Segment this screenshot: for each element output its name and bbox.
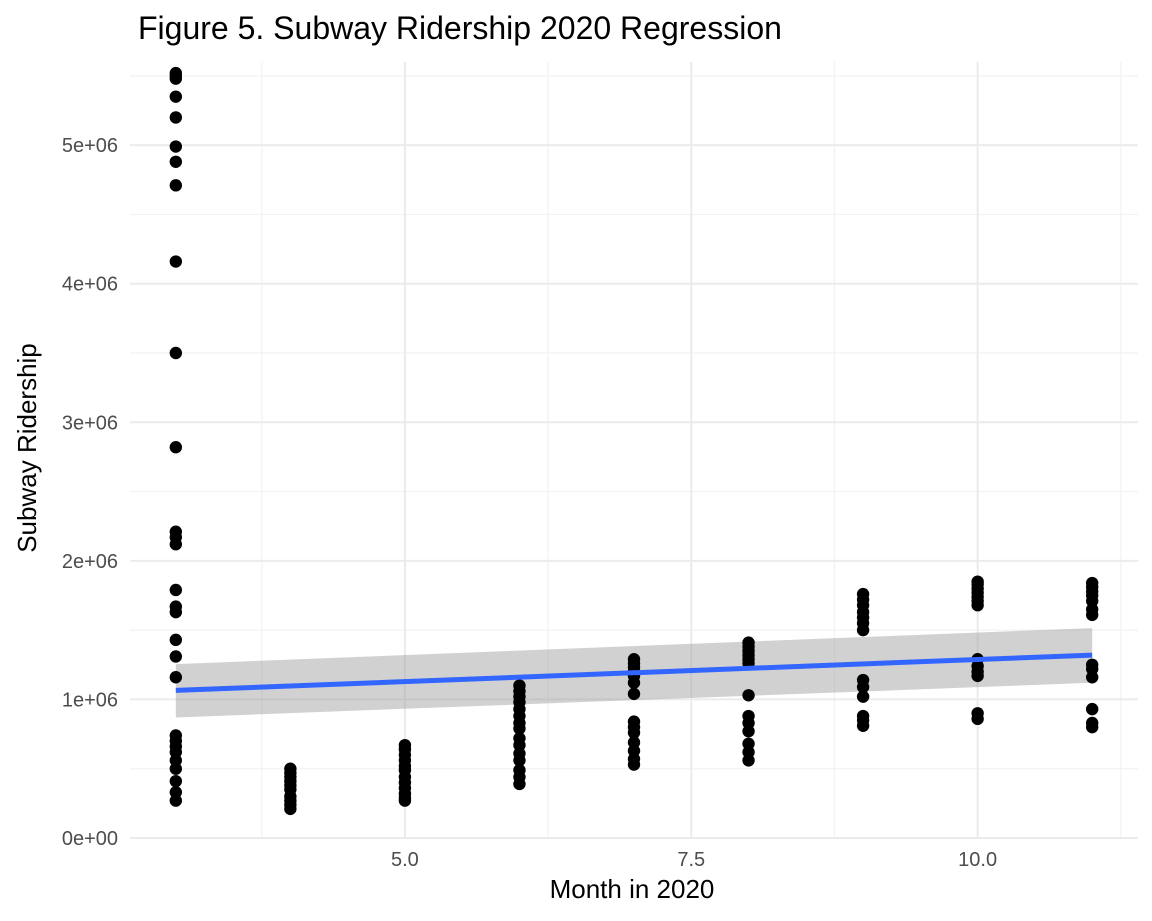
x-axis-ticks: 5.0 7.5 10.0 [391,849,997,871]
data-point [169,605,183,619]
data-point [169,762,183,775]
y-tick-label: 2e+06 [62,551,118,573]
data-point [169,441,183,454]
data-point [169,140,183,153]
y-tick-label: 3e+06 [62,412,118,434]
y-tick-label: 0e+00 [62,828,118,850]
data-point [169,583,183,597]
data-point [513,777,526,791]
data-point [742,725,755,738]
data-point [856,623,870,637]
y-axis-ticks: 0e+00 1e+06 2e+06 3e+06 4e+06 5e+06 [62,135,118,850]
data-point [856,680,870,694]
data-point [971,599,984,612]
regression-line-group [175,652,1093,693]
data-point [1085,720,1099,734]
data-point [513,754,526,767]
y-tick-label: 5e+06 [62,135,118,157]
data-point [627,676,641,689]
data-point [627,758,641,771]
regression-line [175,652,1093,693]
data-point [169,179,183,192]
data-point [169,255,183,268]
data-point [1085,671,1099,684]
y-tick-label: 1e+06 [62,689,118,711]
data-point [169,538,183,551]
data-point [742,689,755,702]
x-tick-label: 10.0 [958,849,997,871]
data-point [1085,702,1099,716]
data-point [169,774,183,788]
x-tick-label: 5.0 [391,849,419,871]
data-point [1085,608,1099,622]
data-point [971,669,984,683]
x-tick-label: 7.5 [677,849,705,871]
data-point [971,712,984,726]
data-point [169,155,183,168]
data-point [169,794,183,807]
x-axis-label: Month in 2020 [550,874,715,904]
data-point [742,754,755,767]
data-point [169,72,183,85]
data-point [627,687,641,701]
y-axis-label: Subway Ridership [12,343,42,553]
chart-title: Figure 5. Subway Ridership 2020 Regressi… [138,10,782,46]
y-tick-label: 4e+06 [62,274,118,296]
data-points [169,66,1099,816]
data-point [856,719,870,732]
data-point [169,90,183,103]
data-point [169,111,183,124]
data-point [627,726,641,739]
data-point [398,794,412,807]
data-point [169,671,183,684]
data-point [169,633,183,647]
data-point [169,650,183,663]
data-point [169,346,183,360]
data-point [513,722,526,735]
data-point [856,690,870,703]
data-point [284,802,297,816]
